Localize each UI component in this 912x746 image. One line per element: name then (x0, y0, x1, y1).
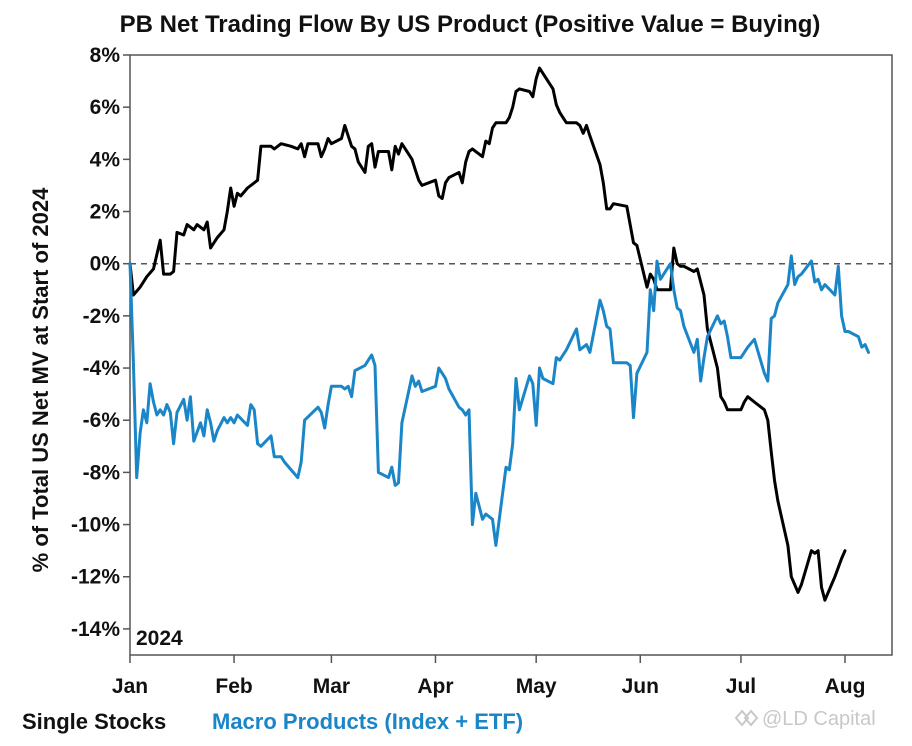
x-axis: Jan Feb Mar Apr May Jun Jul Aug (112, 655, 866, 698)
y-tick-label: -12% (71, 566, 120, 589)
x-tick-label: Mar (313, 675, 350, 698)
watermark: @LD Capital (734, 708, 876, 730)
y-tick-label: 4% (90, 148, 121, 171)
y-tick-label: -14% (71, 618, 120, 641)
y-tick-label: -10% (71, 514, 120, 537)
x-tick-label: Jun (622, 675, 659, 698)
x-tick-label: Jul (726, 675, 756, 698)
y-tick-label: 0% (90, 253, 121, 276)
x-tick-label: May (516, 675, 557, 698)
watermark-text: @LD Capital (762, 708, 876, 730)
y-tick-label: 8% (90, 44, 121, 67)
series-line-single-stocks (128, 66, 847, 602)
y-tick-label: -6% (83, 409, 121, 432)
chart-title: PB Net Trading Flow By US Product (Posit… (120, 11, 821, 38)
x-tick-label: Jan (112, 675, 148, 698)
series-line-macro-products (128, 254, 870, 547)
year-label: 2024 (136, 627, 183, 650)
y-tick-label: -4% (83, 357, 121, 380)
y-tick-label: 6% (90, 96, 121, 119)
x-tick-label: Feb (215, 675, 252, 698)
y-axis: 8% 6% 4% 2% 0% -2% -4% -6% -8% -10% -12% -14% (71, 44, 130, 641)
y-tick-label: -2% (83, 305, 121, 328)
plot-frame (129, 54, 893, 656)
x-tick-label: Aug (825, 675, 866, 698)
watermark-logo-icon (734, 709, 759, 727)
y-tick-label: -8% (83, 461, 121, 484)
y-tick-label: 2% (90, 201, 121, 224)
series-layer (128, 66, 870, 602)
legend-macro-products: Macro Products (Index + ETF) (212, 709, 523, 734)
x-tick-label: Apr (417, 675, 453, 698)
y-axis-title: % of Total US Net MV at Start of 2024 (28, 187, 53, 572)
legend-single-stocks: Single Stocks (22, 709, 166, 734)
